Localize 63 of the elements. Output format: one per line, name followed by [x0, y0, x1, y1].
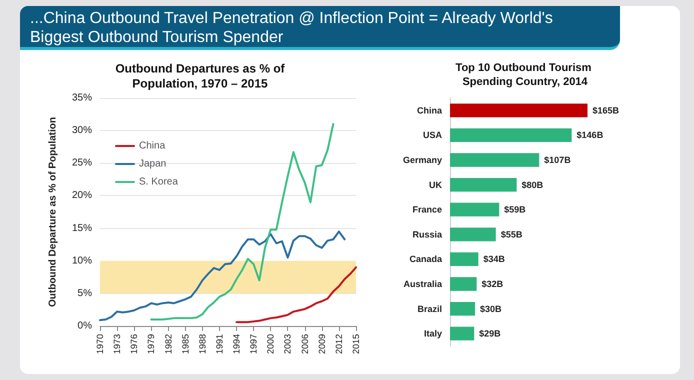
data-label: $29B [479, 328, 502, 339]
y-tick-label: 10% [72, 255, 92, 266]
text: ...China Outbound Travel Penetration @ Inflection Point = Already World's Biggest Outbound Tourism Spender [20, 6, 620, 50]
data-label: $32B [482, 279, 504, 289]
x-tick-label: 2006 [300, 334, 310, 354]
bar [450, 153, 540, 167]
y-tick-label: France [412, 204, 442, 215]
bar [450, 178, 517, 192]
x-tick-label: 1970 [95, 334, 105, 354]
x-tick-label: 1985 [180, 334, 190, 354]
legend-label: China [139, 140, 166, 152]
y-axis-title: Outbound Departure as % of Population [48, 117, 58, 307]
y-tick-label: Australia [403, 279, 443, 289]
x-tick-label: 1979 [146, 334, 156, 354]
data-label: $165B [592, 105, 620, 116]
data-label: $30B [480, 304, 502, 314]
y-tick-label: 35% [72, 92, 92, 104]
chart-title: Top 10 Outbound Tourism Spending Country, 2014 [456, 62, 594, 88]
data-label: $59B [504, 204, 526, 215]
x-tick-label: 2003 [282, 334, 293, 354]
data-label: $80B [522, 180, 544, 190]
y-tick-label: Brazil [417, 304, 442, 314]
bar [450, 277, 477, 291]
bar [450, 104, 588, 118]
y-tick-label: 20% [72, 190, 92, 202]
bar [450, 128, 572, 142]
x-tick-label: 1982 [163, 334, 174, 354]
y-tick-label: China [416, 105, 443, 116]
line-series [99, 230, 346, 322]
data-label: $107B [544, 155, 572, 165]
y-tick-label: UK [429, 180, 442, 190]
y-tick-label: 0% [78, 320, 92, 332]
y-tick-label: 30% [72, 125, 92, 136]
x-tick-label: 1988 [197, 334, 208, 354]
y-tick-label: Germany [402, 155, 442, 165]
x-tick-label: 2012 [334, 334, 344, 354]
y-tick-label: Italy [424, 328, 442, 339]
data-label: $146B [576, 130, 604, 140]
y-tick-label: 5% [78, 288, 92, 299]
bar [450, 326, 474, 340]
x-tick-label: 1976 [129, 334, 140, 354]
y-tick-label: USA [422, 130, 442, 140]
x-tick-label: 1997 [248, 334, 259, 354]
x-tick-label: 2000 [266, 334, 276, 354]
x-tick-label: 1991 [214, 334, 224, 354]
y-tick-label: Russia [412, 229, 443, 240]
bar [450, 252, 478, 266]
legend-label: S. Korea [139, 176, 178, 188]
data-label: $55B [500, 229, 523, 240]
line-series [236, 266, 357, 324]
y-tick-label: 25% [72, 158, 92, 169]
bar [450, 302, 475, 316]
x-tick-label: 1973 [112, 334, 122, 354]
x-tick-label: 2015 [351, 334, 361, 354]
bar [450, 228, 496, 242]
data-label: $34B [483, 254, 506, 264]
x-tick-label: 1994 [232, 334, 242, 354]
legend-label: Japan [139, 158, 166, 170]
chart-title: Outbound Departures as % of Population, 1970 – 2015 [115, 62, 286, 90]
y-tick-label: Canada [409, 254, 443, 264]
x-tick-label: 2009 [316, 334, 327, 354]
bar [450, 202, 500, 216]
y-tick-label: 15% [72, 222, 92, 234]
